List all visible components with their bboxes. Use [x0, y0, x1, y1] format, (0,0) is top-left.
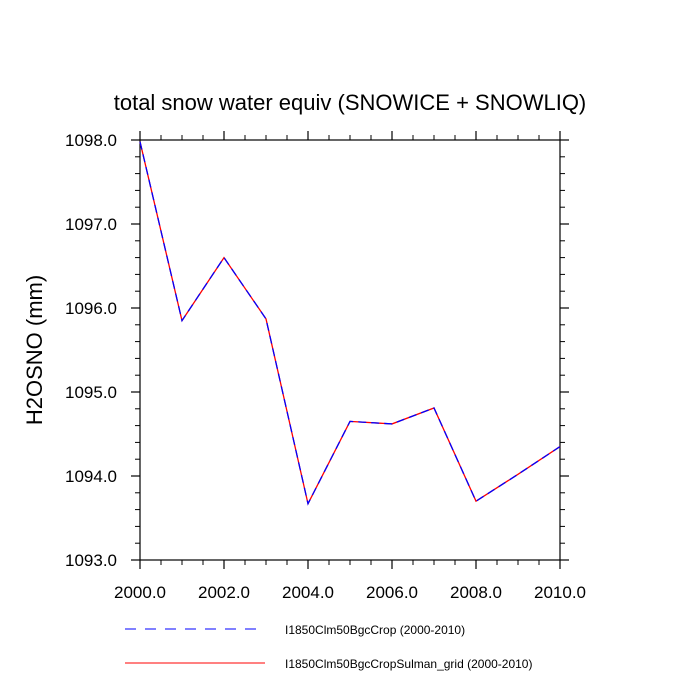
series-line-1	[139, 141, 561, 506]
minor-ticks	[135, 135, 565, 565]
x-tick-label: 2000.0	[114, 583, 166, 602]
series-line-2	[139, 141, 561, 506]
x-tick-label: 2004.0	[282, 583, 334, 602]
series-lines	[139, 141, 561, 506]
legend-label-2: I1850Clm50BgcCropSulman_grid (2000-2010)	[285, 657, 532, 671]
major-ticks	[131, 131, 569, 569]
x-tick-label: 2008.0	[450, 583, 502, 602]
y-tick-label: 1097.0	[65, 215, 117, 234]
y-axis-label: H2OSNO (mm)	[22, 275, 47, 425]
legend-label-1: I1850Clm50BgcCrop (2000-2010)	[285, 623, 465, 637]
x-tick-label: 2002.0	[198, 583, 250, 602]
y-tick-label: 1094.0	[65, 467, 117, 486]
plot-frame	[139, 139, 561, 561]
plot-frame-rect	[139, 139, 561, 561]
y-tick-labels: 1093.0 1094.0 1095.0 1096.0 1097.0 1098.0	[65, 131, 117, 570]
x-tick-label: 2010.0	[534, 583, 586, 602]
chart-title: total snow water equiv (SNOWICE + SNOWLI…	[114, 90, 587, 115]
y-tick-label: 1096.0	[65, 299, 117, 318]
y-tick-label: 1095.0	[65, 383, 117, 402]
y-tick-label: 1093.0	[65, 551, 117, 570]
x-tick-label: 2006.0	[366, 583, 418, 602]
y-tick-label: 1098.0	[65, 131, 117, 150]
legend: I1850Clm50BgcCrop (2000-2010) I1850Clm50B…	[125, 623, 532, 671]
x-tick-labels: 2000.0 2002.0 2004.0 2006.0 2008.0 2010.0	[114, 583, 586, 602]
